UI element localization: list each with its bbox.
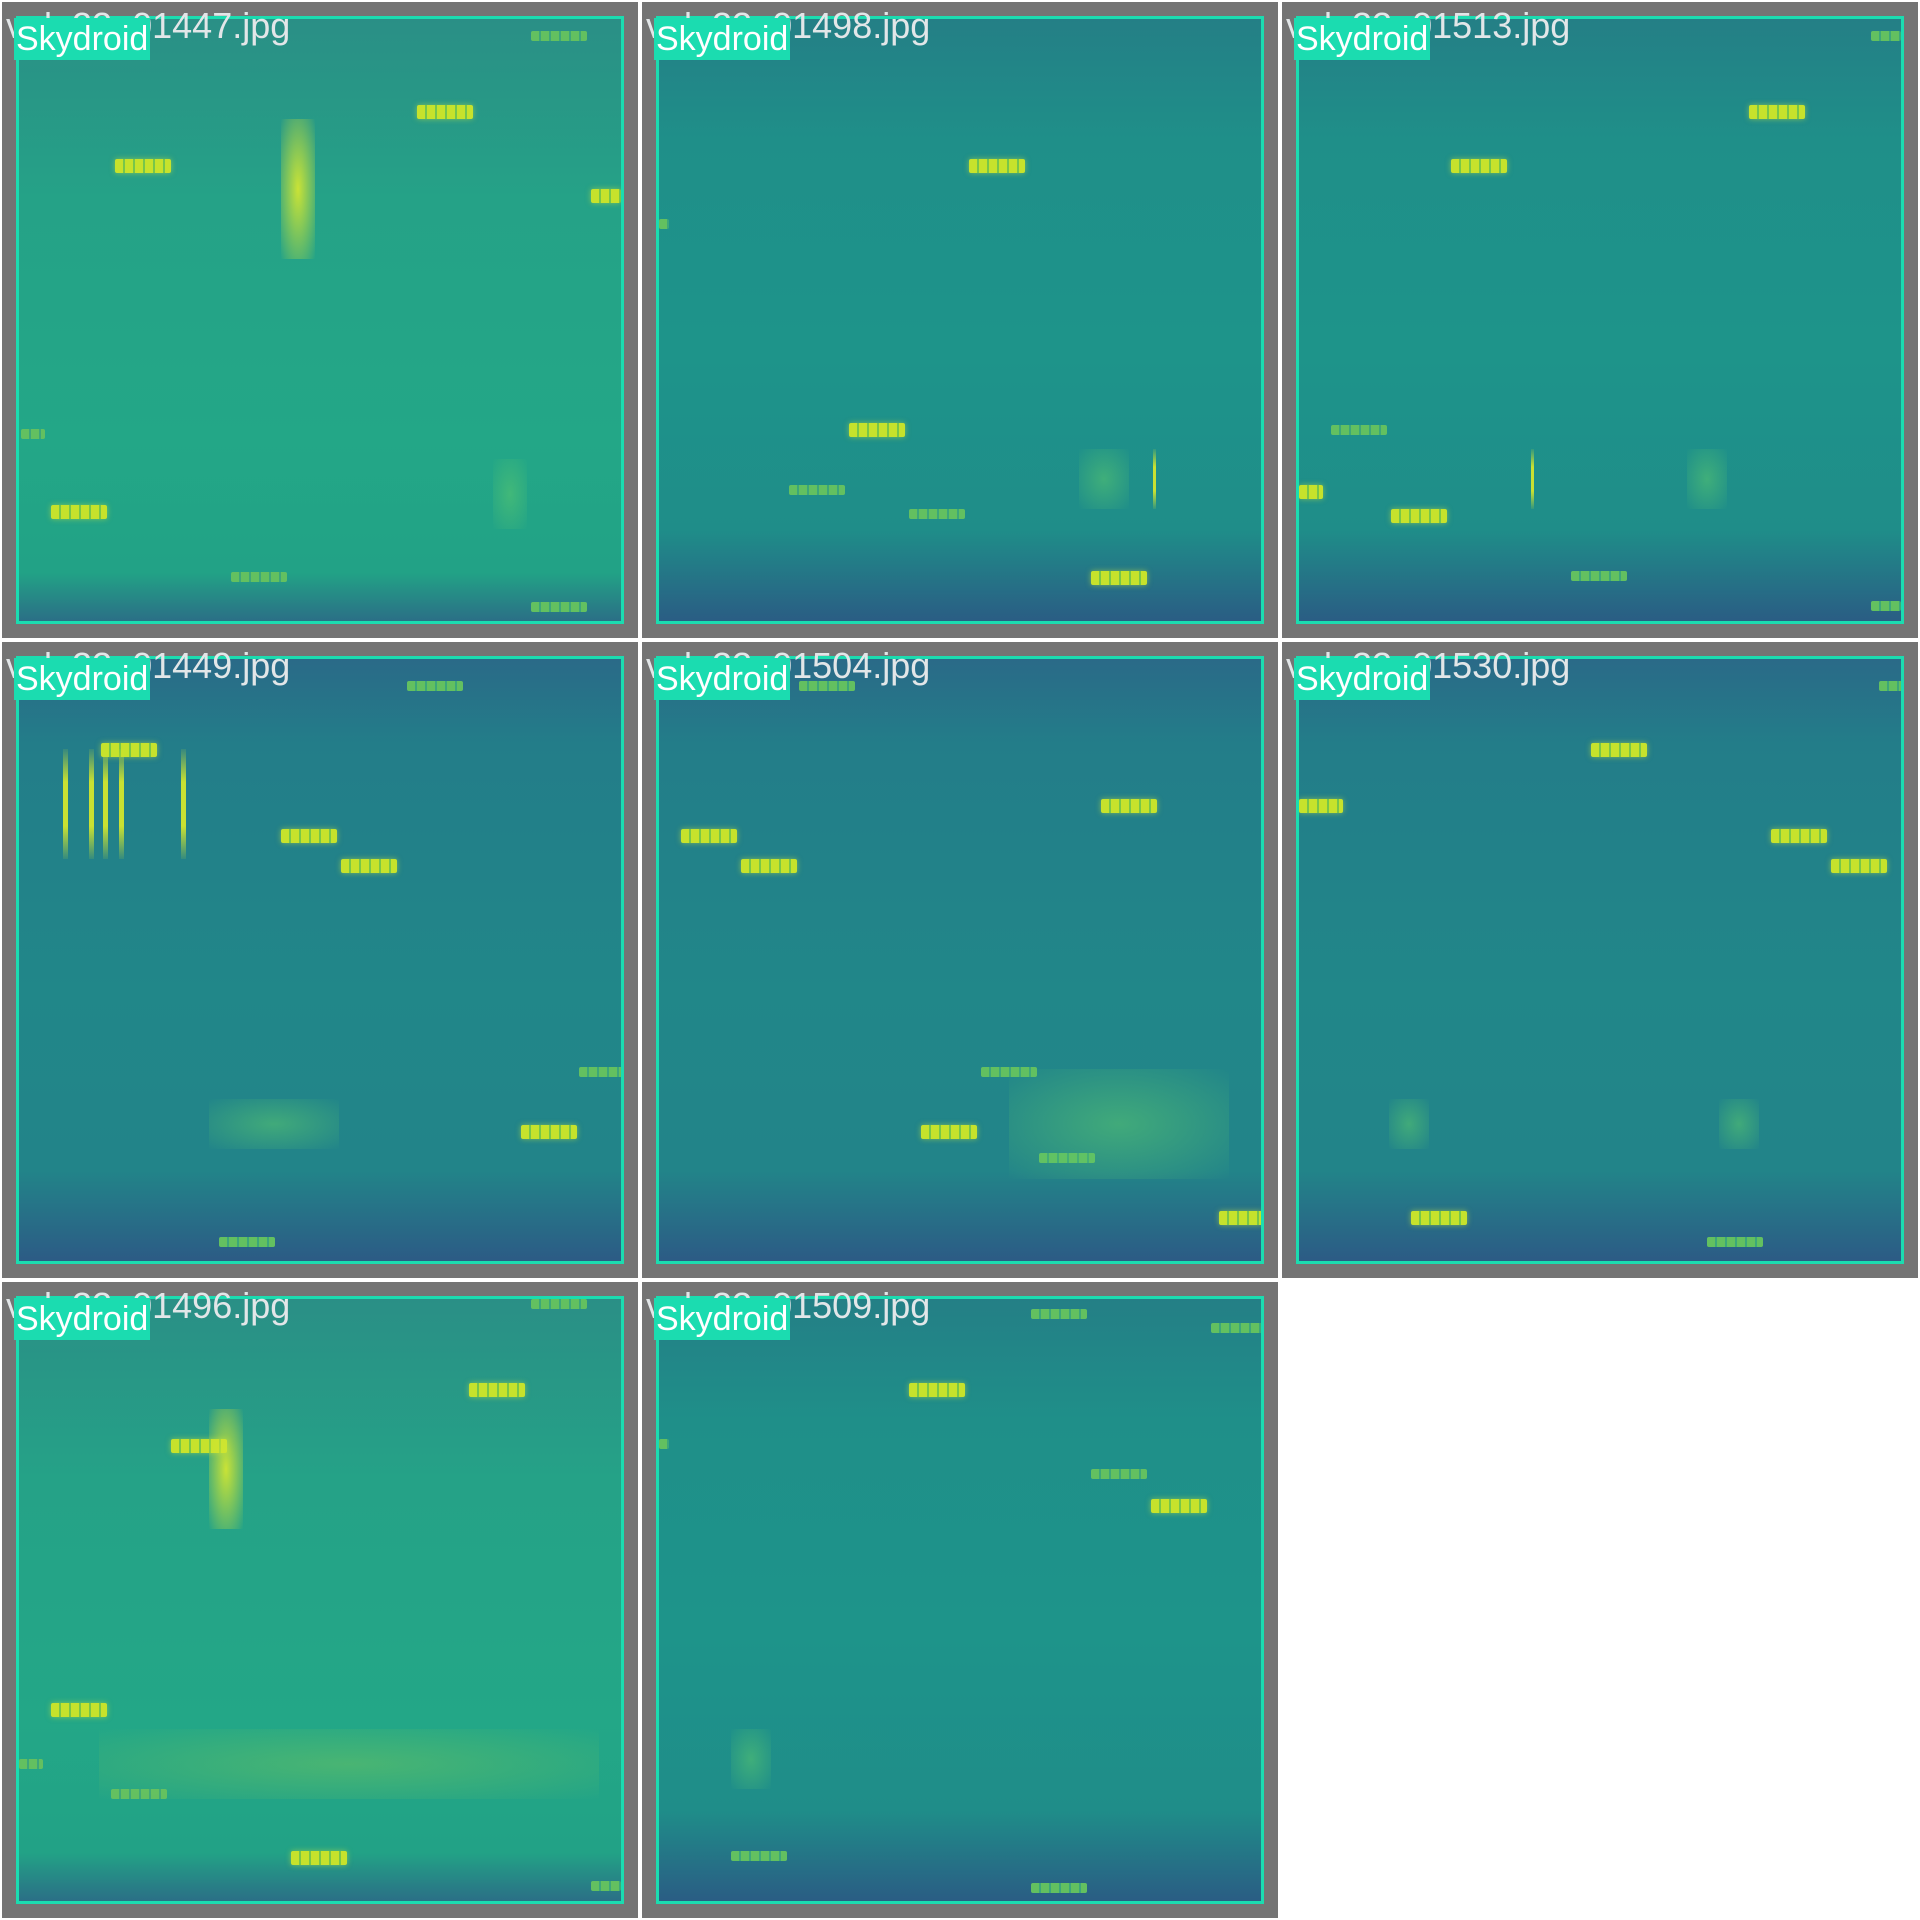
image-tile[interactable]: val_23_01498.jpg Skydroid: [640, 0, 1280, 640]
wideband-signal: [281, 119, 315, 259]
narrowband-signal: [63, 749, 68, 859]
narrowband-signal: [89, 749, 94, 859]
signal-burst: [1831, 859, 1887, 873]
spectrogram-image: [656, 656, 1264, 1264]
signal-burst: [1879, 681, 1901, 691]
class-label-badge: Skydroid: [1294, 658, 1431, 700]
signal-burst: [115, 159, 171, 173]
wideband-signal: [209, 1099, 339, 1149]
signal-burst: [789, 485, 845, 495]
class-label-badge: Skydroid: [654, 18, 791, 60]
spectrogram-image: [1296, 16, 1904, 624]
image-tile[interactable]: val_23_01449.jpg Skydroid: [0, 640, 640, 1280]
signal-burst: [579, 1067, 621, 1077]
signal-burst: [591, 1881, 621, 1891]
signal-burst: [1749, 105, 1805, 119]
signal-burst: [341, 859, 397, 873]
wideband-signal: [1079, 449, 1129, 509]
signal-burst: [531, 1299, 587, 1309]
signal-burst: [1219, 1211, 1261, 1225]
signal-burst: [1871, 601, 1901, 611]
signal-burst: [659, 219, 669, 229]
signal-burst: [1091, 571, 1147, 585]
signal-burst: [111, 1789, 167, 1799]
signal-burst: [291, 1851, 347, 1865]
signal-burst: [659, 1439, 669, 1449]
signal-burst: [1571, 571, 1627, 581]
class-label-badge: Skydroid: [1294, 18, 1431, 60]
image-tile[interactable]: val_23_01504.jpg Skydroid: [640, 640, 1280, 1280]
signal-burst: [21, 429, 45, 439]
signal-burst: [407, 681, 463, 691]
narrowband-signal: [119, 749, 124, 859]
image-tile[interactable]: val_23_01496.jpg Skydroid: [0, 1280, 640, 1920]
wideband-signal: [731, 1729, 771, 1789]
signal-burst: [799, 681, 855, 691]
wideband-signal: [493, 459, 527, 529]
signal-burst: [1591, 743, 1647, 757]
signal-burst: [281, 829, 337, 843]
signal-burst: [1331, 425, 1387, 435]
signal-burst: [469, 1383, 525, 1397]
wideband-signal: [1009, 1069, 1229, 1179]
signal-burst: [1451, 159, 1507, 173]
signal-burst: [1299, 485, 1323, 499]
wideband-signal: [1687, 449, 1727, 509]
signal-burst: [531, 602, 587, 612]
narrowband-signal: [103, 749, 108, 859]
narrowband-signal: [1153, 449, 1156, 509]
signal-burst: [1707, 1237, 1763, 1247]
signal-burst: [521, 1125, 577, 1139]
signal-burst: [591, 189, 621, 203]
class-label-badge: Skydroid: [654, 658, 791, 700]
signal-burst: [969, 159, 1025, 173]
signal-burst: [1211, 1323, 1261, 1333]
signal-burst: [921, 1125, 977, 1139]
signal-burst: [909, 1383, 965, 1397]
signal-burst: [417, 105, 473, 119]
spectrogram-image: [16, 656, 624, 1264]
signal-burst: [19, 1759, 43, 1769]
image-tile[interactable]: val_23_01509.jpg Skydroid: [640, 1280, 1280, 1920]
image-tile[interactable]: val_23_01513.jpg Skydroid: [1280, 0, 1920, 640]
narrowband-signal: [181, 749, 186, 859]
signal-burst: [1101, 799, 1157, 813]
signal-burst: [681, 829, 737, 843]
signal-burst: [1031, 1309, 1087, 1319]
signal-burst: [219, 1237, 275, 1247]
signal-burst: [1411, 1211, 1467, 1225]
signal-burst: [1299, 799, 1343, 813]
signal-burst: [1871, 31, 1901, 41]
signal-burst: [51, 1703, 107, 1717]
signal-burst: [741, 859, 797, 873]
class-label-badge: Skydroid: [654, 1298, 791, 1340]
narrowband-signal: [1531, 449, 1534, 509]
wideband-signal: [1389, 1099, 1429, 1149]
signal-burst: [1771, 829, 1827, 843]
signal-burst: [101, 743, 157, 757]
spectrogram-image: [656, 16, 1264, 624]
wideband-signal: [99, 1729, 599, 1799]
signal-burst: [231, 572, 287, 582]
signal-burst: [849, 423, 905, 437]
signal-burst: [1091, 1469, 1147, 1479]
class-label-badge: Skydroid: [14, 18, 151, 60]
class-label-badge: Skydroid: [14, 1298, 151, 1340]
spectrogram-image: [16, 1296, 624, 1904]
signal-burst: [1031, 1883, 1087, 1893]
spectrogram-image: [1296, 656, 1904, 1264]
image-tile[interactable]: val_23_01447.jpg Skydroid: [0, 0, 640, 640]
signal-burst: [1391, 509, 1447, 523]
wideband-signal: [1719, 1099, 1759, 1149]
spectrogram-image: [656, 1296, 1264, 1904]
signal-burst: [1151, 1499, 1207, 1513]
signal-burst: [731, 1851, 787, 1861]
signal-burst: [51, 505, 107, 519]
spectrogram-image: [16, 16, 624, 624]
class-label-badge: Skydroid: [14, 658, 151, 700]
wideband-signal: [209, 1409, 243, 1529]
signal-burst: [531, 31, 587, 41]
signal-burst: [909, 509, 965, 519]
image-tile[interactable]: val_23_01530.jpg Skydroid: [1280, 640, 1920, 1280]
